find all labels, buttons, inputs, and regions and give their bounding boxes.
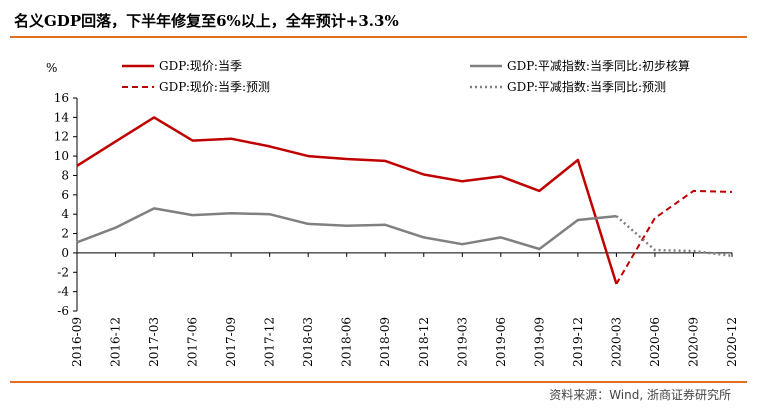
y-tick-label: 6 — [61, 188, 69, 202]
x-tick-label: 2016-12 — [109, 317, 123, 367]
x-tick-label: 2017-12 — [263, 317, 277, 367]
x-tick-label: 2020-09 — [686, 317, 700, 367]
series-line-3 — [615, 215, 733, 258]
x-tick-label: 2017-06 — [186, 317, 200, 367]
x-tick-label: 2020-03 — [609, 317, 623, 367]
source-note: 资料来源：Wind, 浙商证券研究所 — [549, 388, 731, 402]
x-tick-label: 2020-12 — [725, 317, 739, 367]
series-line-1 — [76, 207, 617, 251]
x-tick-label: 2020-06 — [648, 317, 662, 367]
y-axis-unit: % — [46, 61, 57, 75]
series-line-2 — [615, 189, 733, 285]
x-tick-label: 2018-03 — [301, 317, 315, 367]
y-tick-label: -4 — [57, 285, 69, 299]
x-tick-label: 2019-12 — [571, 317, 585, 367]
x-tick-label: 2016-09 — [70, 317, 84, 367]
y-tick-label: 10 — [54, 149, 69, 163]
y-tick-label: 8 — [61, 168, 69, 182]
x-tick-label: 2019-09 — [532, 317, 546, 367]
legend-label-3: GDP:平减指数:当季同比:预测 — [507, 79, 666, 94]
y-tick-label: -2 — [57, 265, 69, 279]
y-tick-label: 0 — [61, 246, 69, 260]
legend-label-0: GDP:现价:当季 — [159, 59, 242, 73]
x-tick-label: 2018-06 — [340, 317, 354, 367]
y-tick-label: 2 — [61, 227, 69, 241]
series-line-0 — [76, 116, 618, 285]
y-tick-label: 14 — [54, 110, 70, 124]
chart-title: 名义GDP回落，下半年修复至6%以上，全年预计+3.3% — [14, 12, 399, 30]
legend-label-1: GDP:平减指数:当季同比:初步核算 — [507, 58, 690, 73]
bottom-rule — [10, 381, 747, 383]
y-tick-label: -6 — [57, 304, 69, 318]
top-rule — [10, 36, 747, 38]
x-tick-label: 2017-03 — [147, 317, 161, 367]
y-tick-label: 4 — [61, 207, 69, 221]
y-tick-label: 16 — [54, 91, 69, 105]
x-tick-label: 2018-09 — [378, 317, 392, 367]
x-tick-label: 2019-03 — [455, 317, 469, 367]
x-tick-label: 2019-06 — [494, 317, 508, 367]
legend-label-2: GDP:现价:当季:预测 — [159, 80, 270, 94]
x-tick-label: 2017-09 — [224, 317, 238, 367]
x-tick-label: 2018-12 — [417, 317, 431, 367]
y-tick-label: 12 — [54, 130, 69, 144]
